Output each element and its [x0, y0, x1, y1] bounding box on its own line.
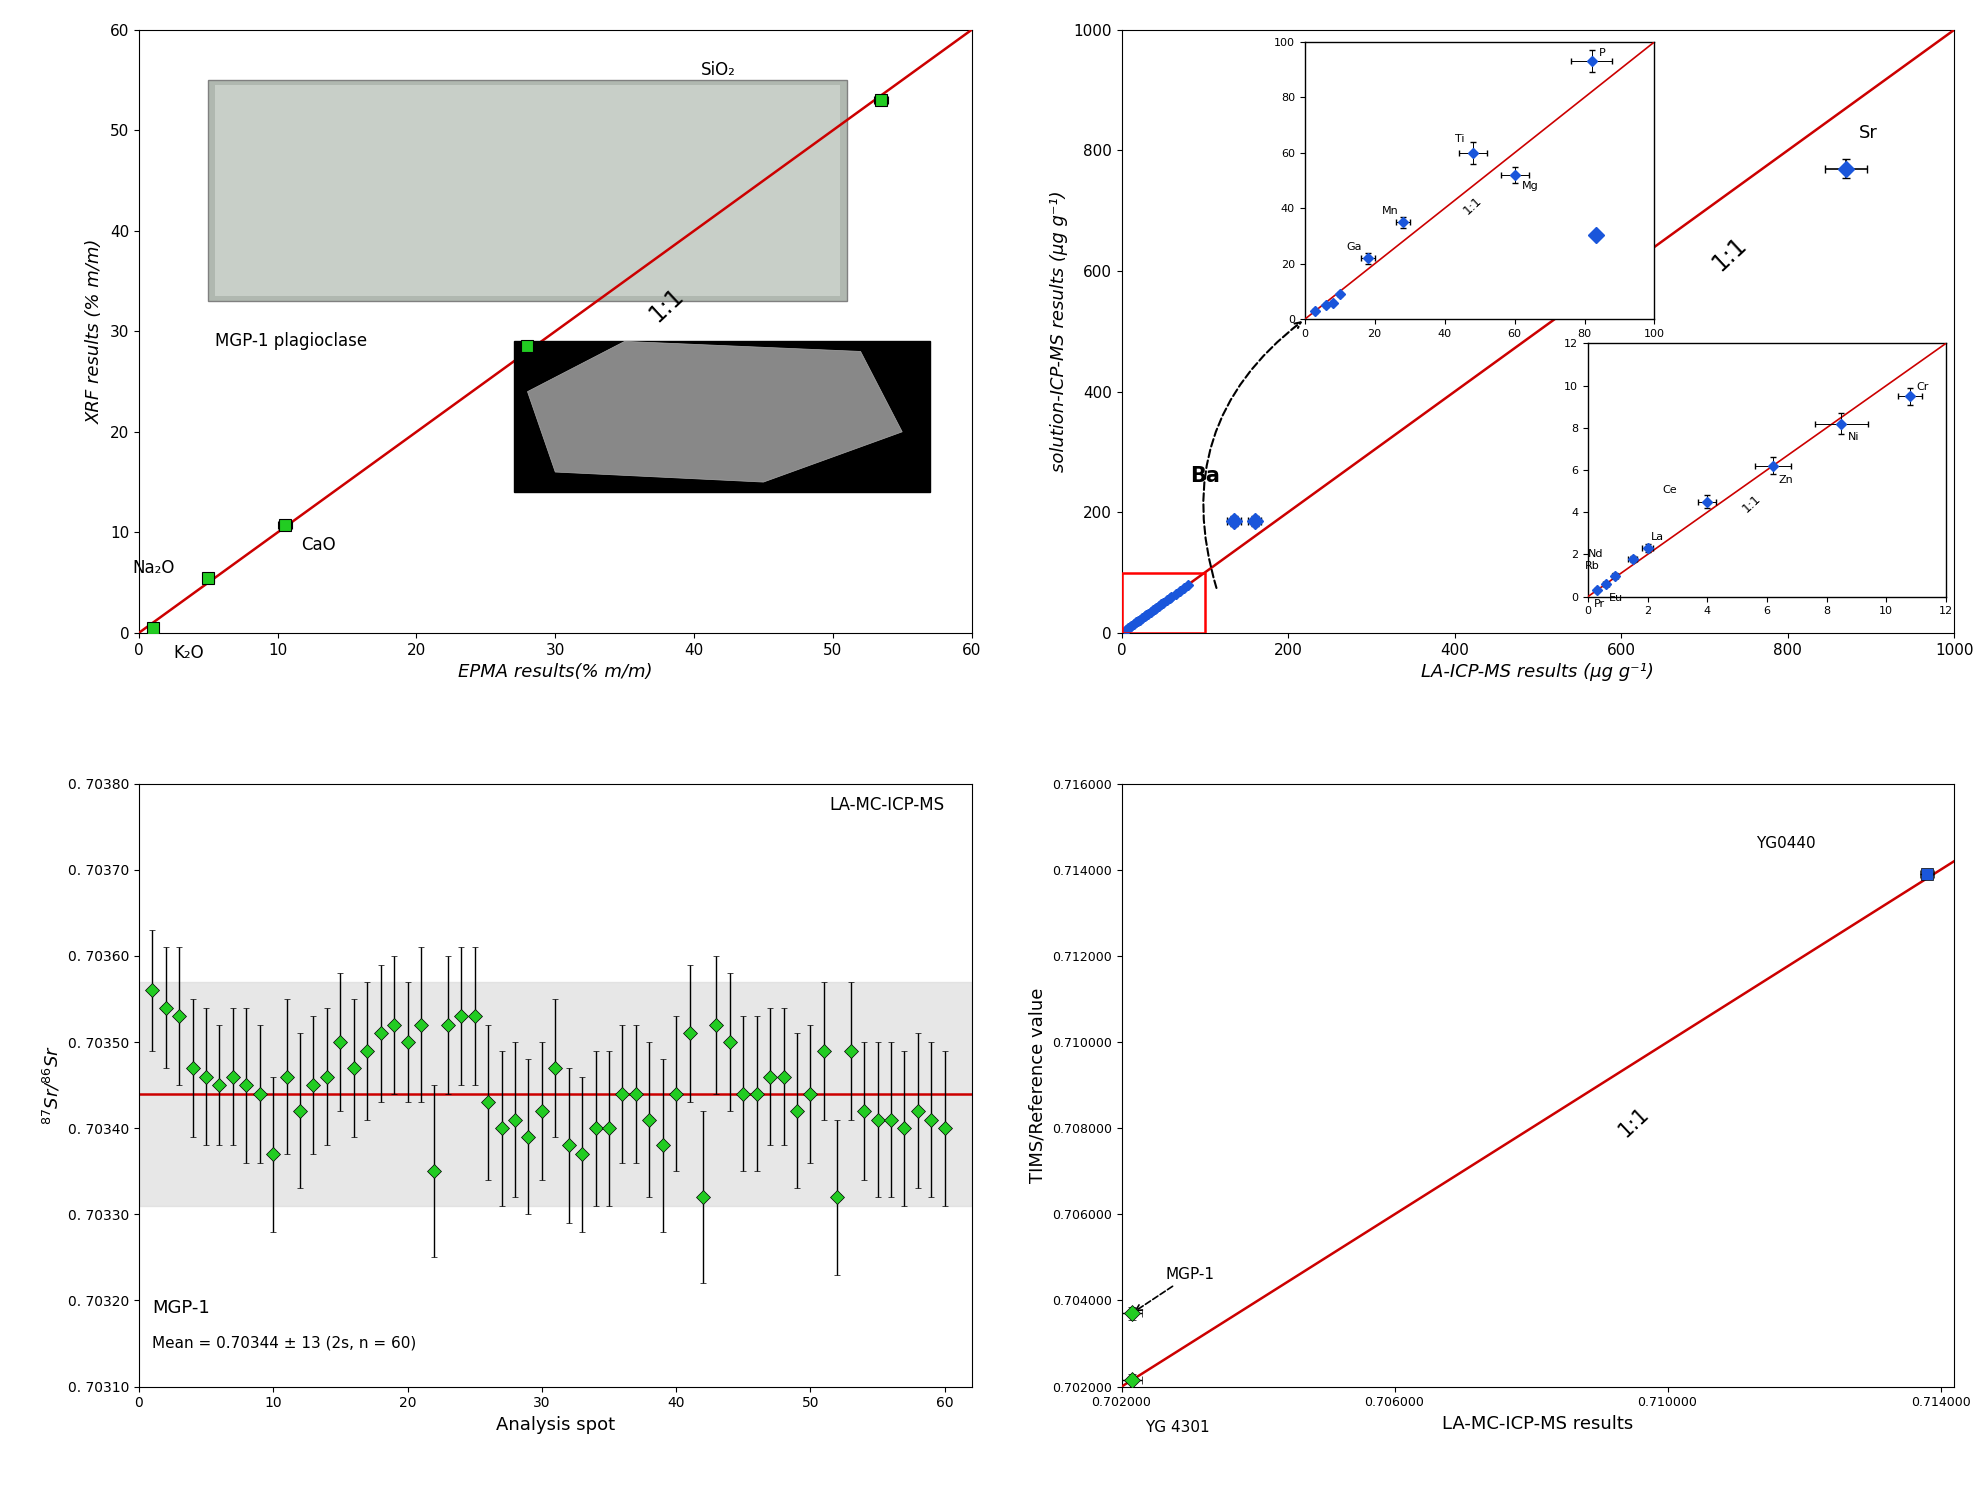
Text: LA-MC-ICP-MS: LA-MC-ICP-MS: [829, 796, 944, 814]
Bar: [214, 85, 839, 297]
X-axis label: EPMA results(% m/m): EPMA results(% m/m): [458, 663, 653, 681]
Text: 1:1: 1:1: [1708, 233, 1752, 276]
Text: Al₂O₃: Al₂O₃: [548, 358, 591, 376]
Y-axis label: solution-ICP-MS results (μg g⁻¹): solution-ICP-MS results (μg g⁻¹): [1050, 191, 1067, 473]
Text: Fe: Fe: [1504, 195, 1530, 215]
X-axis label: Analysis spot: Analysis spot: [496, 1416, 615, 1434]
Text: SiO₂: SiO₂: [700, 61, 736, 79]
Text: MGP-1: MGP-1: [1135, 1267, 1214, 1311]
Bar: [1121, 573, 1204, 632]
Y-axis label: TIMS/Reference value: TIMS/Reference value: [1028, 987, 1046, 1182]
Text: Sr: Sr: [1859, 124, 1877, 142]
Text: MGP-1: MGP-1: [153, 1299, 210, 1318]
X-axis label: LA-ICP-MS results (μg g⁻¹): LA-ICP-MS results (μg g⁻¹): [1421, 663, 1655, 681]
Text: YG 4301: YG 4301: [1145, 1419, 1210, 1434]
Text: Na₂O: Na₂O: [133, 559, 175, 577]
Text: CaO: CaO: [302, 537, 335, 555]
Text: Ba: Ba: [1190, 467, 1220, 486]
Text: MGP-1 plagioclase: MGP-1 plagioclase: [214, 332, 367, 350]
Y-axis label: XRF results (% m/m): XRF results (% m/m): [85, 239, 105, 423]
Text: K₂O: K₂O: [173, 644, 204, 662]
Bar: [139, 981, 972, 1206]
Text: 1:1: 1:1: [645, 283, 688, 327]
Bar: [514, 341, 930, 492]
X-axis label: LA-MC-ICP-MS results: LA-MC-ICP-MS results: [1442, 1415, 1633, 1433]
Bar: [208, 81, 847, 301]
Text: YG0440: YG0440: [1756, 836, 1815, 851]
Y-axis label: $^{87}$Sr/$^{86}$Sr: $^{87}$Sr/$^{86}$Sr: [42, 1045, 62, 1126]
Text: Mean = 0.70344 ± 13 (2s, n = 60): Mean = 0.70344 ± 13 (2s, n = 60): [153, 1336, 417, 1351]
Text: 1:1: 1:1: [1615, 1103, 1653, 1141]
Polygon shape: [528, 341, 903, 482]
